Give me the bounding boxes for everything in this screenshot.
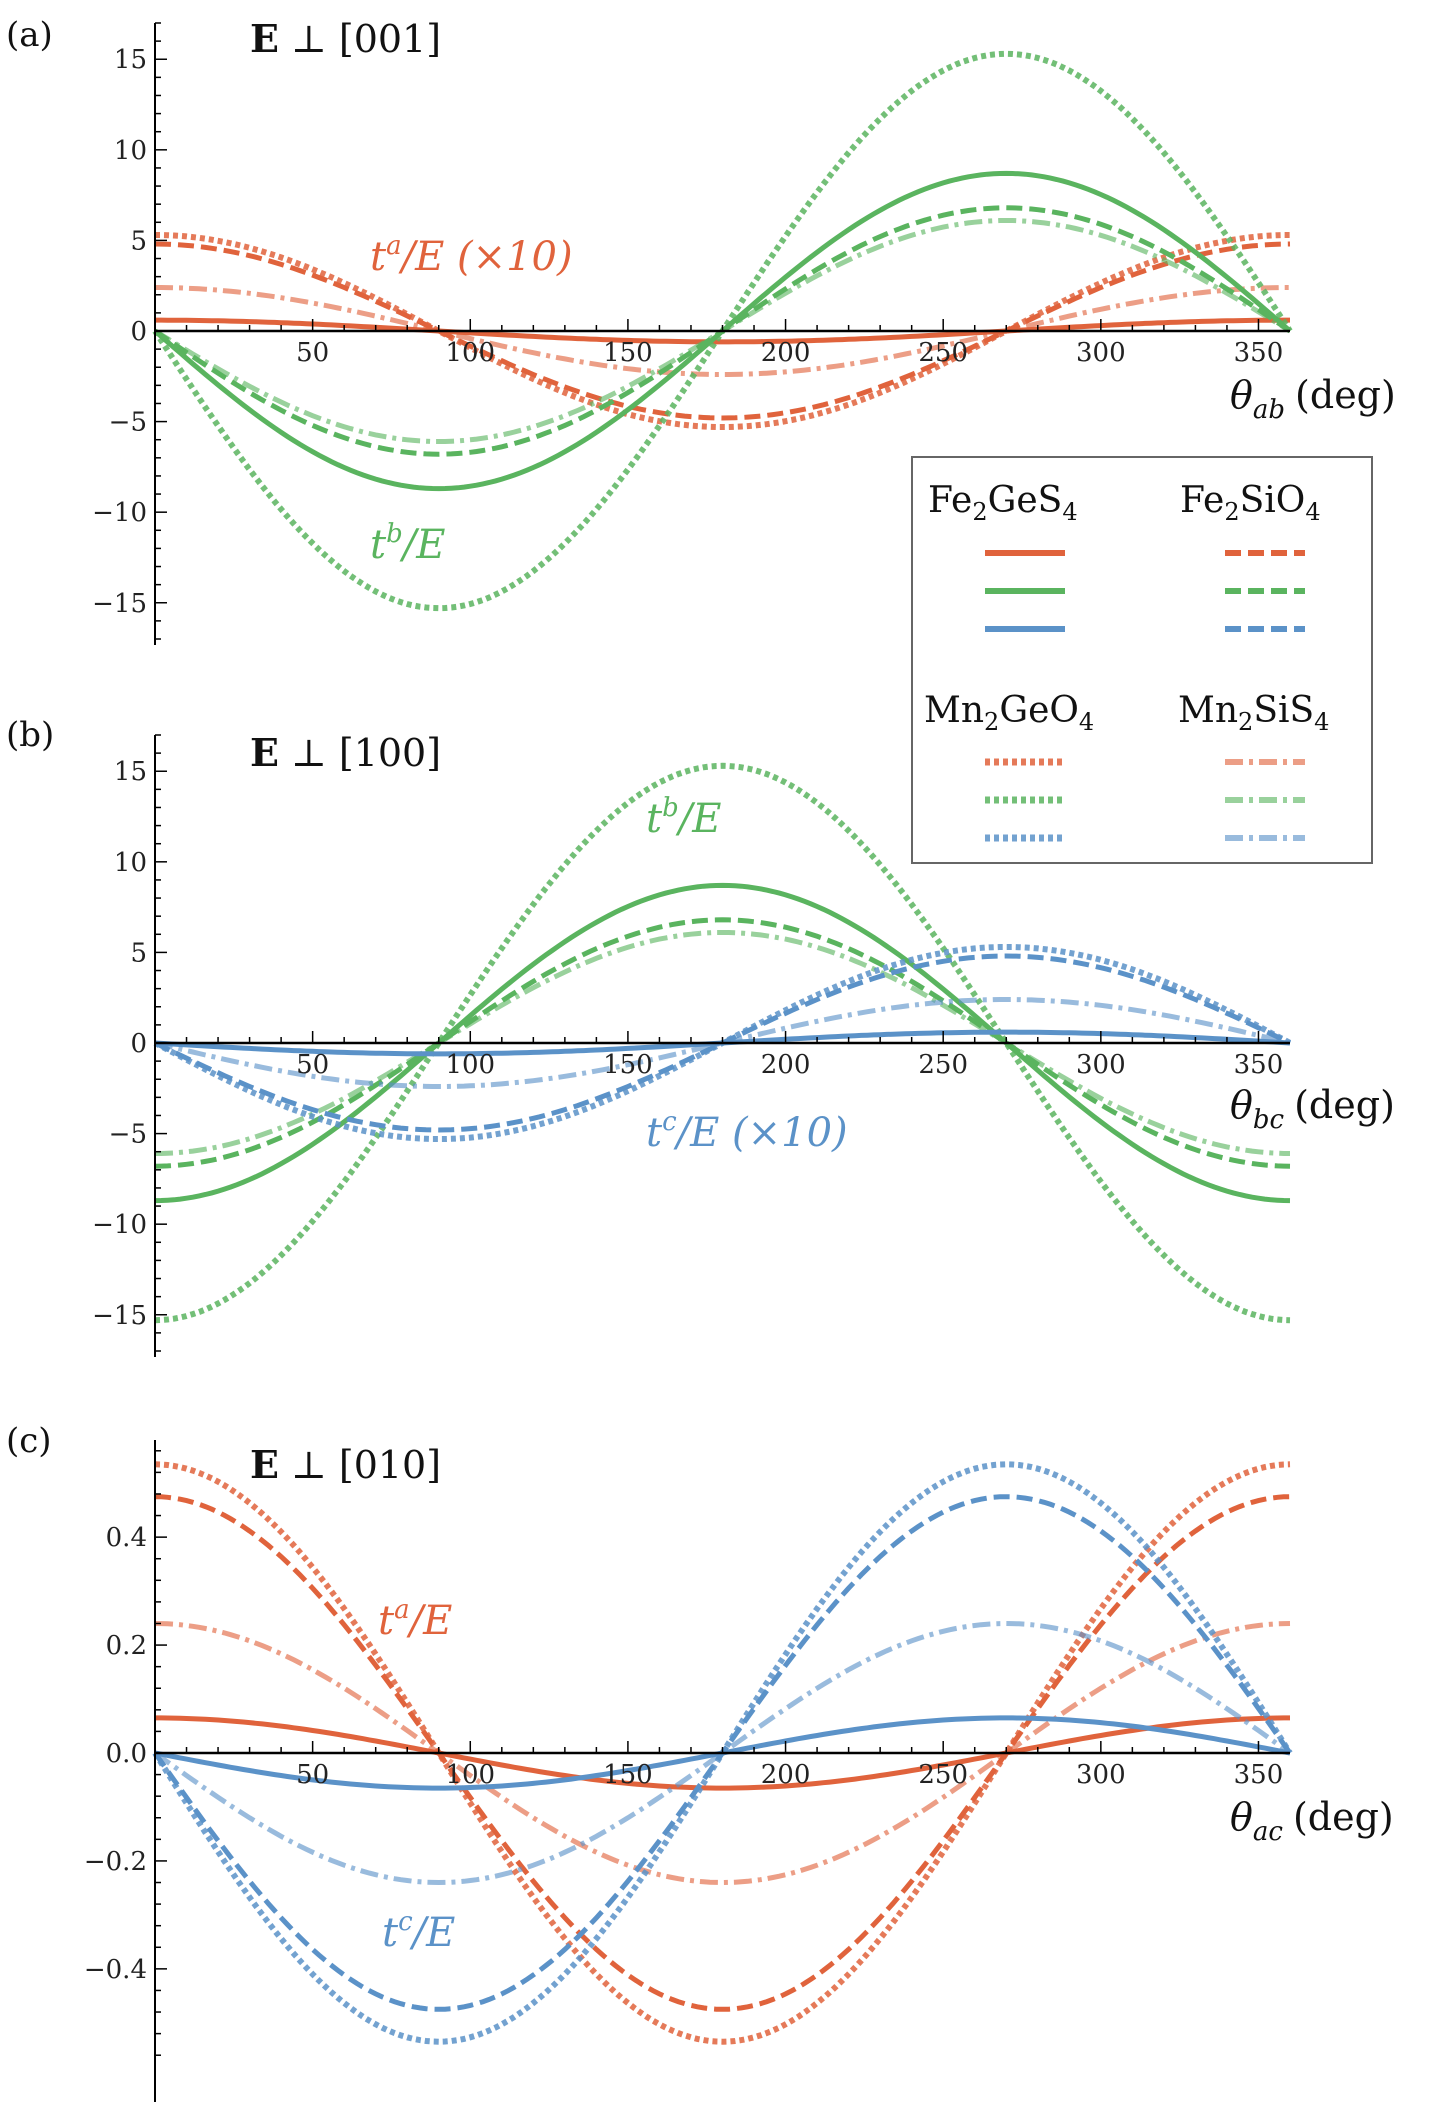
x-tick-label: 350 [1234,1050,1284,1080]
x-tick-label: 200 [761,338,811,368]
series-line-t-a-e-mn2sis4 [154,1621,1291,1886]
series-line-t-b-e-fe2ges4 [154,882,1291,1204]
legend-label-fe2ges4: Fe2GeS4 [928,480,1078,526]
panel-label: (c) [6,1421,52,1461]
x-tick-label: 150 [603,1760,653,1790]
x-axis-label: θac (deg) [1230,1795,1394,1847]
annotation-tc: tc/E (×10) [646,1107,848,1156]
legend-label-mn2geo4: Mn2GeO4 [924,690,1094,736]
y-tick-label: 0 [130,317,147,347]
panel-title: E ⊥ [010] [250,1442,441,1487]
series-line-t-a-e-10-fe2sio4 [154,241,1291,421]
panel-c: (c) E ⊥ [010] 50 100 150 200 250 300 350 0.4 0.2… [6,1421,1394,2102]
y-tick-label: −0.4 [84,1955,147,1985]
x-tick-label: 100 [445,1760,495,1790]
x-tick-label: 100 [445,338,495,368]
x-tick-label: 200 [761,1760,811,1790]
y-tick-label: −5 [109,1120,147,1150]
y-tick-label: 10 [114,136,147,166]
panel-title-bold: E [250,1442,279,1487]
panel-title-bold: E [250,16,279,61]
x-tick-label: 200 [761,1050,811,1080]
y-tick-label: 0.0 [106,1739,147,1769]
panel-title: E ⊥ [100] [250,730,441,775]
legend-box [911,456,1373,864]
panel-a: (a) E ⊥ [001] 50 100 150 200 250 300 350151050… [6,15,1396,645]
series-line-t-a-e-10-mn2sis4 [155,285,1290,377]
x-tick-label: 300 [1076,1050,1126,1080]
annotation-ta: ta/E (×10) [370,231,573,280]
legend-swatches [985,550,1305,842]
series-line-t-b-e-mn2sis4 [155,930,1290,1156]
y-tick-label: 0.2 [106,1631,147,1661]
y-tick-label: 5 [130,938,147,968]
series-line-t-c-e-10-mn2sis4 [154,997,1291,1089]
y-tick-label: 5 [130,226,147,256]
x-tick-label: 250 [918,1760,968,1790]
x-tick-label: 50 [296,1760,329,1790]
panel-title-rest: ⊥ [100] [279,731,441,775]
y-tick-label: 0.4 [106,1523,147,1553]
panel-b: (b) E ⊥ [100] 50 100 150 200 250 300 350151050… [6,715,1395,1357]
y-tick-label: −10 [92,498,147,528]
y-tick-label: 0 [130,1029,147,1059]
panel-label: (b) [6,715,54,755]
x-tick-label: 50 [296,1050,329,1080]
y-tick-label: −5 [109,408,147,438]
annotation-tc: tc/E [382,1907,455,1956]
x-tick-label: 150 [603,1050,653,1080]
x-tick-label: 250 [918,338,968,368]
series-line-t-a-e-fe2sio4 [154,1494,1291,2012]
y-tick-label: −15 [92,1301,147,1331]
y-tick-label: 15 [114,45,147,75]
annotation-tb: tb/E [370,519,445,568]
x-tick-label: 100 [445,1050,495,1080]
y-tick-label: −10 [92,1210,147,1240]
x-tick-label: 250 [918,1050,968,1080]
x-tick-label: 300 [1076,1760,1126,1790]
y-tick-label: 15 [114,757,147,787]
x-axis-label: θab (deg) [1230,373,1396,425]
series-line-t-a-e-10-mn2geo4 [155,232,1290,430]
x-tick-label: 150 [603,338,653,368]
panel-title-bold: E [250,730,279,775]
y-tick-label: 10 [114,848,147,878]
legend: Fe2GeS4 Fe2SiO4 Mn2GeO4 Mn2SiS4 [911,456,1373,864]
panel-title-rest: ⊥ [010] [279,1443,441,1487]
panel-title-rest: ⊥ [001] [279,17,441,61]
series-line-t-b-e-mn2geo4 [154,762,1291,1324]
x-tick-label: 50 [296,338,329,368]
series-line-t-b-e-fe2sio4 [154,917,1291,1169]
panel-title: E ⊥ [001] [250,16,441,61]
series-line-t-c-e-mn2sis4 [153,1620,1292,1886]
annotation-tb: tb/E [646,793,721,842]
annotation-ta: ta/E [378,1595,452,1644]
x-axis-label: θbc (deg) [1230,1083,1395,1135]
panel-label: (a) [6,15,53,55]
x-tick-label: 350 [1234,338,1284,368]
y-tick-label: −15 [92,589,147,619]
legend-label-fe2sio4: Fe2SiO4 [1180,480,1321,526]
legend-label-mn2sis4: Mn2SiS4 [1178,690,1329,736]
series-line-t-a-e-fe2ges4 [155,1715,1290,1791]
series-line-t-a-e-mn2geo4 [154,1461,1291,2045]
plot-area: 50 100 150 200 250 300 350 0.4 0.2 0.0 −0.2 −0.4 [84,1440,1293,2102]
x-tick-label: 350 [1234,1760,1284,1790]
x-tick-label: 300 [1076,338,1126,368]
y-tick-label: −0.2 [84,1847,147,1877]
